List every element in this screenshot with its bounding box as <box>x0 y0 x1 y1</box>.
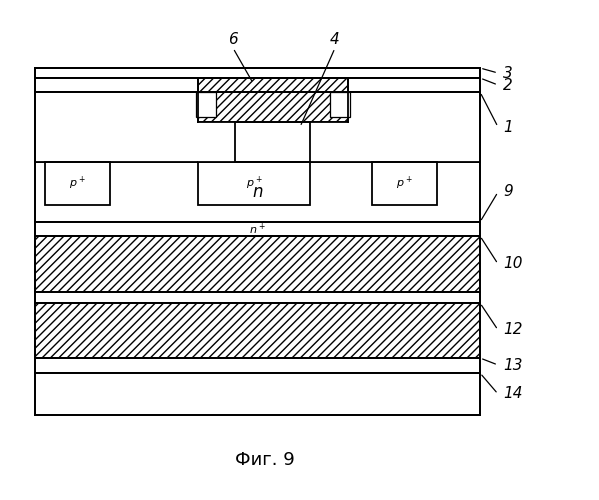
Text: $\it{n}^+$: $\it{n}^+$ <box>249 222 266 236</box>
Bar <box>198 92 348 162</box>
Text: Фиг. 9: Фиг. 9 <box>235 451 295 469</box>
Text: 3: 3 <box>503 66 513 80</box>
Bar <box>35 78 480 92</box>
Text: $\it{p}^+$: $\it{p}^+$ <box>69 175 86 192</box>
Bar <box>35 236 480 292</box>
Bar <box>35 222 480 236</box>
Text: 14: 14 <box>503 386 522 402</box>
Bar <box>196 92 216 117</box>
Bar <box>35 162 480 222</box>
Bar <box>35 68 480 78</box>
Text: 1: 1 <box>503 120 513 134</box>
Text: $\it{p}^+$: $\it{p}^+$ <box>396 175 413 192</box>
Text: $\it{n}$: $\it{n}$ <box>252 183 263 201</box>
Bar <box>198 162 310 205</box>
Bar <box>35 358 480 373</box>
Text: 4: 4 <box>330 32 340 48</box>
Bar <box>45 162 110 205</box>
Bar <box>348 92 480 162</box>
Text: 6: 6 <box>228 32 238 48</box>
Bar <box>310 122 348 162</box>
Bar <box>198 78 348 122</box>
Text: 9: 9 <box>503 184 513 200</box>
Bar <box>35 292 480 303</box>
Text: 13: 13 <box>503 358 522 372</box>
Bar <box>35 92 480 162</box>
Bar <box>372 162 437 205</box>
Text: 2: 2 <box>503 78 513 92</box>
Text: 10: 10 <box>503 256 522 272</box>
Bar <box>330 92 350 117</box>
Text: 12: 12 <box>503 322 522 338</box>
Bar <box>35 303 480 358</box>
Text: $\it{p}^+$: $\it{p}^+$ <box>246 175 262 192</box>
Bar <box>35 373 480 415</box>
Bar <box>198 122 235 162</box>
Bar <box>35 92 198 162</box>
Bar <box>235 122 310 162</box>
